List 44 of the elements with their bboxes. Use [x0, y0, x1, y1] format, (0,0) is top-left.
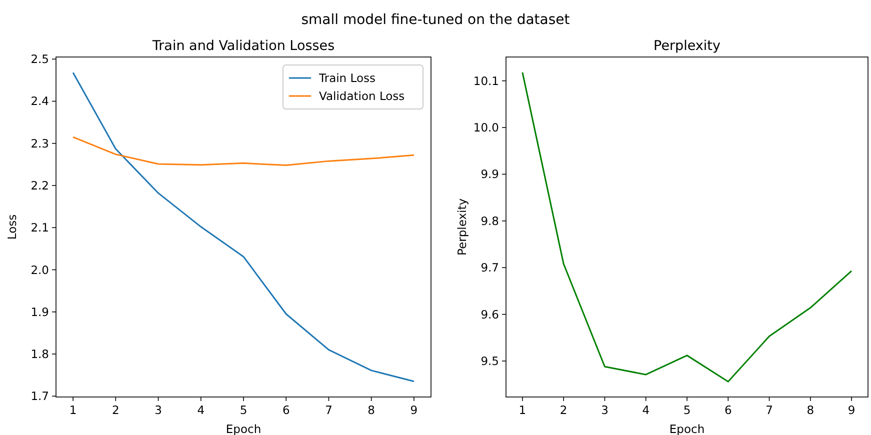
x-tick-label: 4 — [197, 403, 205, 417]
y-axis-title: Perplexity — [455, 198, 469, 256]
y-tick-label: 2.0 — [30, 262, 49, 277]
y-tick-label: 2.5 — [30, 52, 49, 66]
x-tick-label: 7 — [766, 403, 773, 417]
y-tick-label: 10.1 — [473, 74, 499, 88]
x-tick-label: 5 — [240, 403, 248, 417]
x-tick-label: 6 — [282, 403, 290, 417]
legend-label: Train Loss — [318, 71, 376, 85]
x-tick-label: 2 — [112, 403, 120, 417]
line-series — [522, 72, 852, 382]
x-tick-label: 8 — [368, 403, 376, 417]
y-tick-label: 2.4 — [30, 94, 49, 108]
y-axis-title: Loss — [5, 214, 19, 240]
y-tick-label: 1.8 — [30, 347, 49, 362]
x-tick-label: 8 — [806, 403, 814, 417]
x-tick-label: 1 — [518, 403, 526, 417]
y-tick-label: 2.3 — [30, 136, 49, 150]
y-tick-label: 9.7 — [480, 260, 499, 275]
y-tick-label: 9.6 — [480, 307, 499, 322]
x-tick-label: 6 — [724, 403, 732, 417]
y-tick-label: 1.7 — [30, 389, 49, 404]
y-tick-label: 9.9 — [480, 167, 499, 182]
x-tick-label: 2 — [560, 403, 568, 417]
line-series — [72, 136, 415, 166]
x-tick-label: 5 — [683, 403, 691, 417]
x-tick-label: 3 — [154, 403, 162, 417]
x-tick-label: 1 — [69, 403, 77, 417]
y-tick-label: 2.2 — [30, 178, 49, 192]
x-tick-label: 4 — [642, 403, 650, 417]
y-tick-label: 2.1 — [30, 220, 49, 235]
chart-title: Perplexity — [654, 38, 720, 54]
line-series — [72, 72, 415, 382]
legend-label: Validation Loss — [319, 89, 405, 103]
x-tick-label: 3 — [601, 403, 608, 417]
x-tick-label: 9 — [410, 403, 418, 417]
x-tick-label: 7 — [325, 403, 332, 417]
y-tick-label: 9.5 — [480, 354, 499, 368]
text: small model fine-tuned on the dataset — [301, 12, 570, 28]
y-tick-label: 10.0 — [473, 120, 499, 135]
x-tick-label: 9 — [848, 403, 856, 417]
y-tick-label: 9.8 — [480, 214, 499, 228]
y-tick-label: 1.9 — [30, 304, 49, 319]
chart-title: Train and Validation Losses — [151, 38, 335, 54]
